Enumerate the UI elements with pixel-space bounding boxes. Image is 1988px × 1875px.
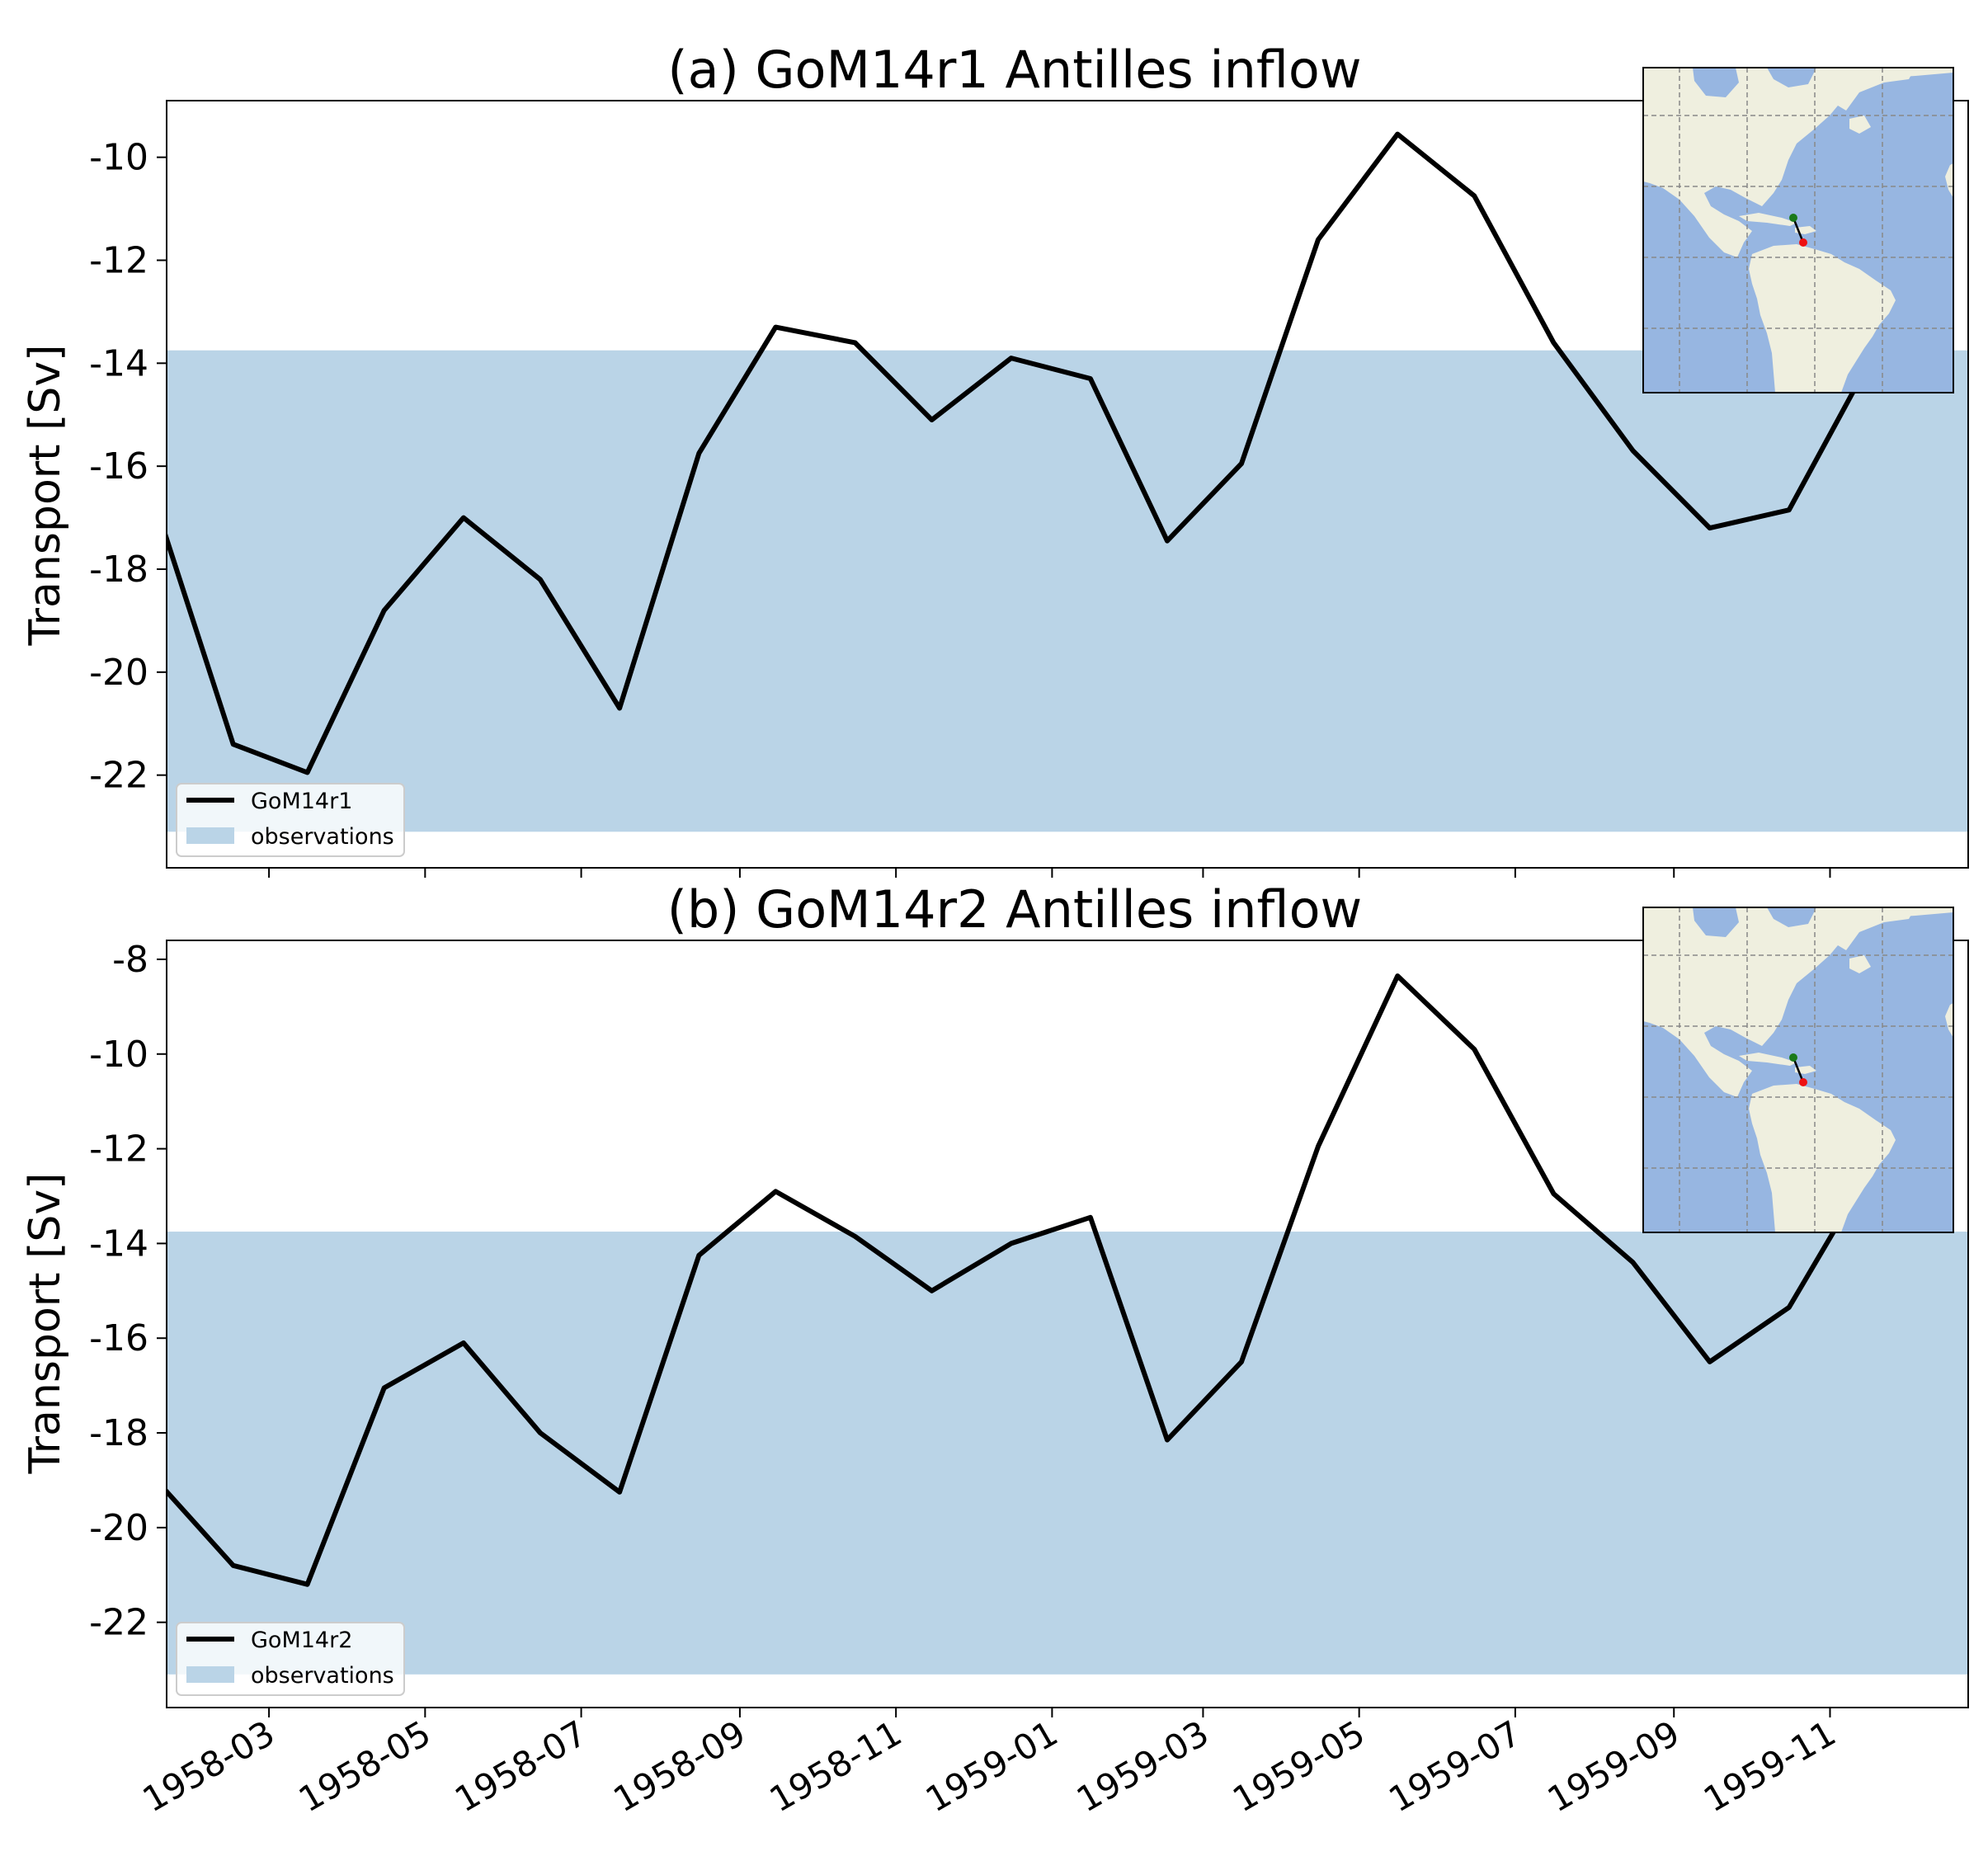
- panel-b-map-frame: [1642, 907, 1954, 1233]
- panel-b-y-tick-label: -10: [89, 1034, 148, 1076]
- panel-b-y-tick-label: -12: [89, 1128, 148, 1171]
- panel-a-axes-frame: [166, 100, 1969, 869]
- panel-a-map-baffin-sea: [1767, 68, 1816, 87]
- panel-a-legend: GoM14r1 observations: [176, 783, 405, 857]
- panel-b-y-tick-label: -8: [112, 939, 148, 981]
- panel-b-y-ticks: -22 -20 -18 -16 -14 -12 -10 -8: [89, 939, 167, 1644]
- panel-a: (a) GoM14r1 Antilles inflow -22 -20 -18 -16…: [21, 40, 1969, 878]
- panel-b-map-section-line: [1792, 1057, 1805, 1083]
- x-tick-label: 1959-11: [1697, 1712, 1842, 1820]
- panel-a-map-end-marker: [1799, 238, 1807, 247]
- panel-b-series-line: [167, 973, 1948, 1587]
- panel-b-title: (b) GoM14r2 Antilles inflow: [667, 879, 1363, 940]
- x-tick-label: 1958-05: [292, 1712, 437, 1820]
- panel-a-map-cuba: [1739, 213, 1797, 226]
- panel-b-plot-area: [166, 940, 1969, 1708]
- x-tick-label: 1959-05: [1226, 1712, 1371, 1820]
- panel-a-y-tick-label: -20: [89, 652, 148, 694]
- panel-a-legend-band-label: observations: [251, 824, 394, 850]
- panel-b-map-end-marker: [1799, 1078, 1807, 1086]
- panel-b-legend-band-label: observations: [251, 1663, 394, 1689]
- panel-a-map-frame: [1642, 67, 1954, 393]
- panel-a-y-tick-label: -12: [89, 239, 148, 281]
- panel-b-y-tick-label: -16: [89, 1317, 148, 1359]
- panel-a-map-hudson-bay: [1693, 68, 1739, 97]
- panel-b-y-tick-label: -22: [89, 1602, 148, 1644]
- panel-a-map-greenland: [1863, 68, 1953, 78]
- panel-b-legend: GoM14r2 observations: [176, 1622, 405, 1696]
- panel-b-y-tick-label: -20: [89, 1507, 148, 1549]
- panel-b-map-newfoundland: [1849, 955, 1871, 973]
- x-tick-label: 1958-11: [763, 1712, 908, 1820]
- panel-a-map-south-america: [1749, 244, 1896, 393]
- panel-a-y-tick-label: -10: [89, 137, 148, 179]
- panel-b-map-south-america: [1749, 1084, 1896, 1232]
- panel-b-y-tick-label: -14: [89, 1223, 148, 1265]
- x-tick-label: 1958-07: [448, 1712, 593, 1820]
- panel-a-y-ticks: -22 -20 -18 -16 -14 -12 -10: [89, 137, 167, 797]
- x-tick-label: 1959-07: [1382, 1712, 1527, 1820]
- panel-b-map-gridlines: [1643, 907, 1953, 1232]
- panel-a-map-hispaniola: [1795, 226, 1816, 234]
- panel-a-plot-area: [166, 100, 1969, 869]
- x-tick-label: 1958-03: [136, 1712, 281, 1820]
- panel-b-inset-map: [1642, 907, 1954, 1233]
- panel-a-legend-series-label: GoM14r1: [251, 789, 352, 814]
- panel-b-map-baffin-sea: [1767, 907, 1816, 927]
- panel-a-map-start-marker: [1789, 214, 1797, 222]
- panel-b: (b) GoM14r2 Antilles inflow -22 -20 -18 -16…: [21, 879, 1969, 1820]
- panel-a-y-tick-label: -18: [89, 549, 148, 591]
- panel-a-inset-map: [1642, 67, 1954, 393]
- panel-a-map-west-africa: [1945, 163, 1953, 198]
- panel-a-legend-band-swatch: [186, 827, 234, 844]
- x-tick-label: 1959-09: [1541, 1712, 1686, 1820]
- panel-a-y-axis-label: Transport [Sv]: [21, 345, 70, 647]
- panel-b-axes-frame: [166, 940, 1969, 1708]
- panel-a-map-section-line: [1792, 217, 1805, 243]
- panel-b-map-west-africa: [1945, 1003, 1953, 1038]
- panel-a-title: (a) GoM14r1 Antilles inflow: [667, 40, 1361, 100]
- panel-a-y-tick-label: -16: [89, 445, 148, 488]
- x-tick-label: 1959-01: [919, 1712, 1064, 1820]
- panel-a-map-gridlines: [1643, 68, 1953, 393]
- panel-a-series-line: [167, 131, 1948, 775]
- panel-b-map-greenland: [1863, 907, 1953, 917]
- panel-b-map-hispaniola: [1795, 1066, 1816, 1074]
- x-tick-label: 1959-03: [1070, 1712, 1215, 1820]
- panel-a-observations-band: [167, 350, 1968, 832]
- x-tick-label: 1958-09: [606, 1712, 751, 1820]
- panel-a-x-ticks: [268, 868, 1831, 878]
- panel-b-x-ticks: 1958-03 1958-05 1958-07 1958-09 1958-11 1959-…: [136, 1708, 1842, 1820]
- panel-a-y-tick-label: -22: [89, 755, 148, 797]
- panel-a-y-tick-label: -14: [89, 342, 148, 384]
- panel-b-map-cuba: [1739, 1053, 1797, 1066]
- panel-a-map-newfoundland: [1849, 115, 1871, 134]
- panel-b-legend-band-swatch: [186, 1666, 234, 1683]
- panel-b-map-hudson-bay: [1693, 907, 1739, 937]
- panel-b-y-axis-label: Transport [Sv]: [21, 1173, 70, 1475]
- panel-b-y-tick-label: -18: [89, 1412, 148, 1454]
- panel-b-observations-band: [167, 1232, 1968, 1675]
- panel-b-legend-series-label: GoM14r2: [251, 1628, 352, 1653]
- panel-b-map-start-marker: [1789, 1053, 1797, 1062]
